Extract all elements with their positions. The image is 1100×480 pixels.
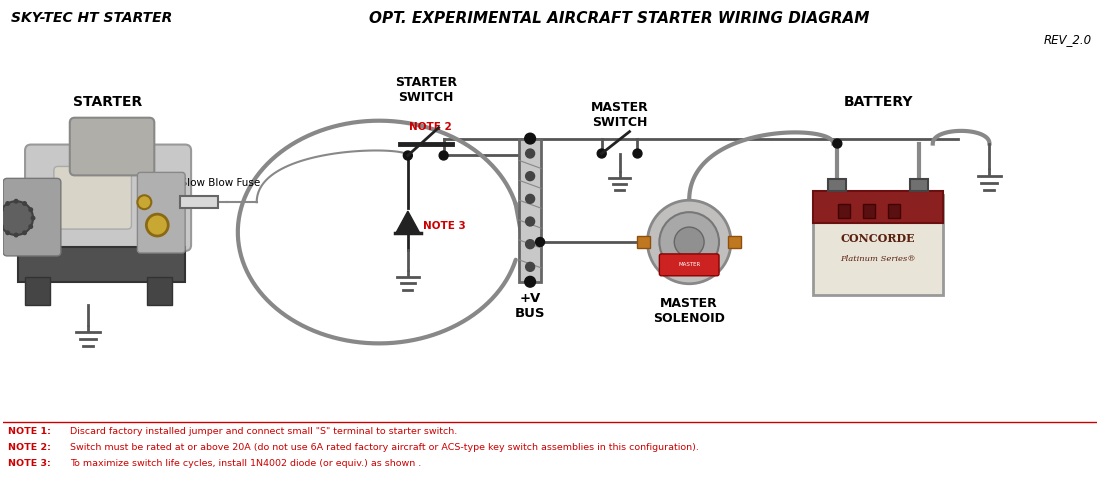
Text: STARTER: STARTER xyxy=(73,95,142,109)
Text: MASTER
SWITCH: MASTER SWITCH xyxy=(591,101,649,129)
Circle shape xyxy=(526,240,535,249)
Circle shape xyxy=(29,207,33,212)
FancyBboxPatch shape xyxy=(659,254,719,276)
Polygon shape xyxy=(396,211,420,233)
Bar xyxy=(638,236,650,248)
Circle shape xyxy=(0,216,2,221)
Bar xyxy=(25,277,50,305)
Circle shape xyxy=(6,201,10,206)
Circle shape xyxy=(536,238,544,246)
Circle shape xyxy=(659,212,719,272)
Circle shape xyxy=(597,149,606,158)
Bar xyxy=(728,236,741,248)
Circle shape xyxy=(0,207,4,212)
Circle shape xyxy=(439,151,448,160)
Circle shape xyxy=(13,232,19,238)
Circle shape xyxy=(632,149,642,158)
Circle shape xyxy=(526,263,535,271)
Circle shape xyxy=(526,217,535,226)
Text: Discard factory installed jumper and connect small "S" terminal to starter switc: Discard factory installed jumper and con… xyxy=(69,427,456,436)
Circle shape xyxy=(404,151,412,160)
Text: +V
BUS: +V BUS xyxy=(515,292,546,320)
Text: 20 Amp Slow Blow Fuse: 20 Amp Slow Blow Fuse xyxy=(138,178,261,188)
Circle shape xyxy=(22,201,28,206)
Text: NOTE 2: NOTE 2 xyxy=(409,121,452,132)
Text: NOTE 3:: NOTE 3: xyxy=(8,459,54,468)
Circle shape xyxy=(146,214,168,236)
Text: To maximize switch life cycles, install 1N4002 diode (or equiv.) as shown .: To maximize switch life cycles, install … xyxy=(69,459,421,468)
Text: NOTE 2:: NOTE 2: xyxy=(8,443,54,452)
Text: Switch must be rated at or above 20A (do not use 6A rated factory aircraft or AC: Switch must be rated at or above 20A (do… xyxy=(69,443,698,452)
Circle shape xyxy=(526,172,535,180)
Circle shape xyxy=(0,201,33,235)
Circle shape xyxy=(648,200,730,284)
Text: Platinum Series®: Platinum Series® xyxy=(840,255,916,263)
Bar xyxy=(910,180,927,192)
Circle shape xyxy=(833,139,842,148)
Circle shape xyxy=(13,199,19,204)
FancyBboxPatch shape xyxy=(54,167,131,229)
FancyBboxPatch shape xyxy=(3,179,60,256)
FancyBboxPatch shape xyxy=(814,192,943,223)
Text: OPT. EXPERIMENTAL AIRCRAFT STARTER WIRING DIAGRAM: OPT. EXPERIMENTAL AIRCRAFT STARTER WIRIN… xyxy=(370,12,870,26)
Text: MASTER: MASTER xyxy=(678,263,701,267)
Circle shape xyxy=(526,149,535,158)
Text: NOTE 1:: NOTE 1: xyxy=(8,427,54,436)
Circle shape xyxy=(525,276,536,287)
Bar xyxy=(18,247,185,282)
Bar xyxy=(828,180,846,192)
Text: REV_2.0: REV_2.0 xyxy=(1044,33,1092,46)
Circle shape xyxy=(0,224,4,229)
Bar xyxy=(519,139,541,282)
Text: BATTERY: BATTERY xyxy=(844,95,913,109)
Text: NOTE 3: NOTE 3 xyxy=(422,221,465,231)
Text: NOTE 1: NOTE 1 xyxy=(55,202,95,212)
Bar xyxy=(888,204,900,218)
FancyBboxPatch shape xyxy=(814,195,943,295)
FancyBboxPatch shape xyxy=(69,118,154,175)
Circle shape xyxy=(674,227,704,257)
Bar xyxy=(864,204,876,218)
Circle shape xyxy=(526,194,535,204)
Text: STARTER
SWITCH: STARTER SWITCH xyxy=(395,76,456,104)
Circle shape xyxy=(525,133,536,144)
FancyBboxPatch shape xyxy=(25,144,191,251)
Text: SKY-TEC HT STARTER: SKY-TEC HT STARTER xyxy=(11,12,173,25)
Circle shape xyxy=(22,230,28,235)
Bar xyxy=(180,196,218,208)
Circle shape xyxy=(29,224,33,229)
FancyBboxPatch shape xyxy=(138,172,185,253)
Circle shape xyxy=(31,216,35,221)
Circle shape xyxy=(138,195,152,209)
Text: CONCORDE: CONCORDE xyxy=(840,233,915,244)
Bar xyxy=(838,204,850,218)
Bar xyxy=(147,277,173,305)
Circle shape xyxy=(6,230,10,235)
Text: MASTER
SOLENOID: MASTER SOLENOID xyxy=(653,297,725,324)
